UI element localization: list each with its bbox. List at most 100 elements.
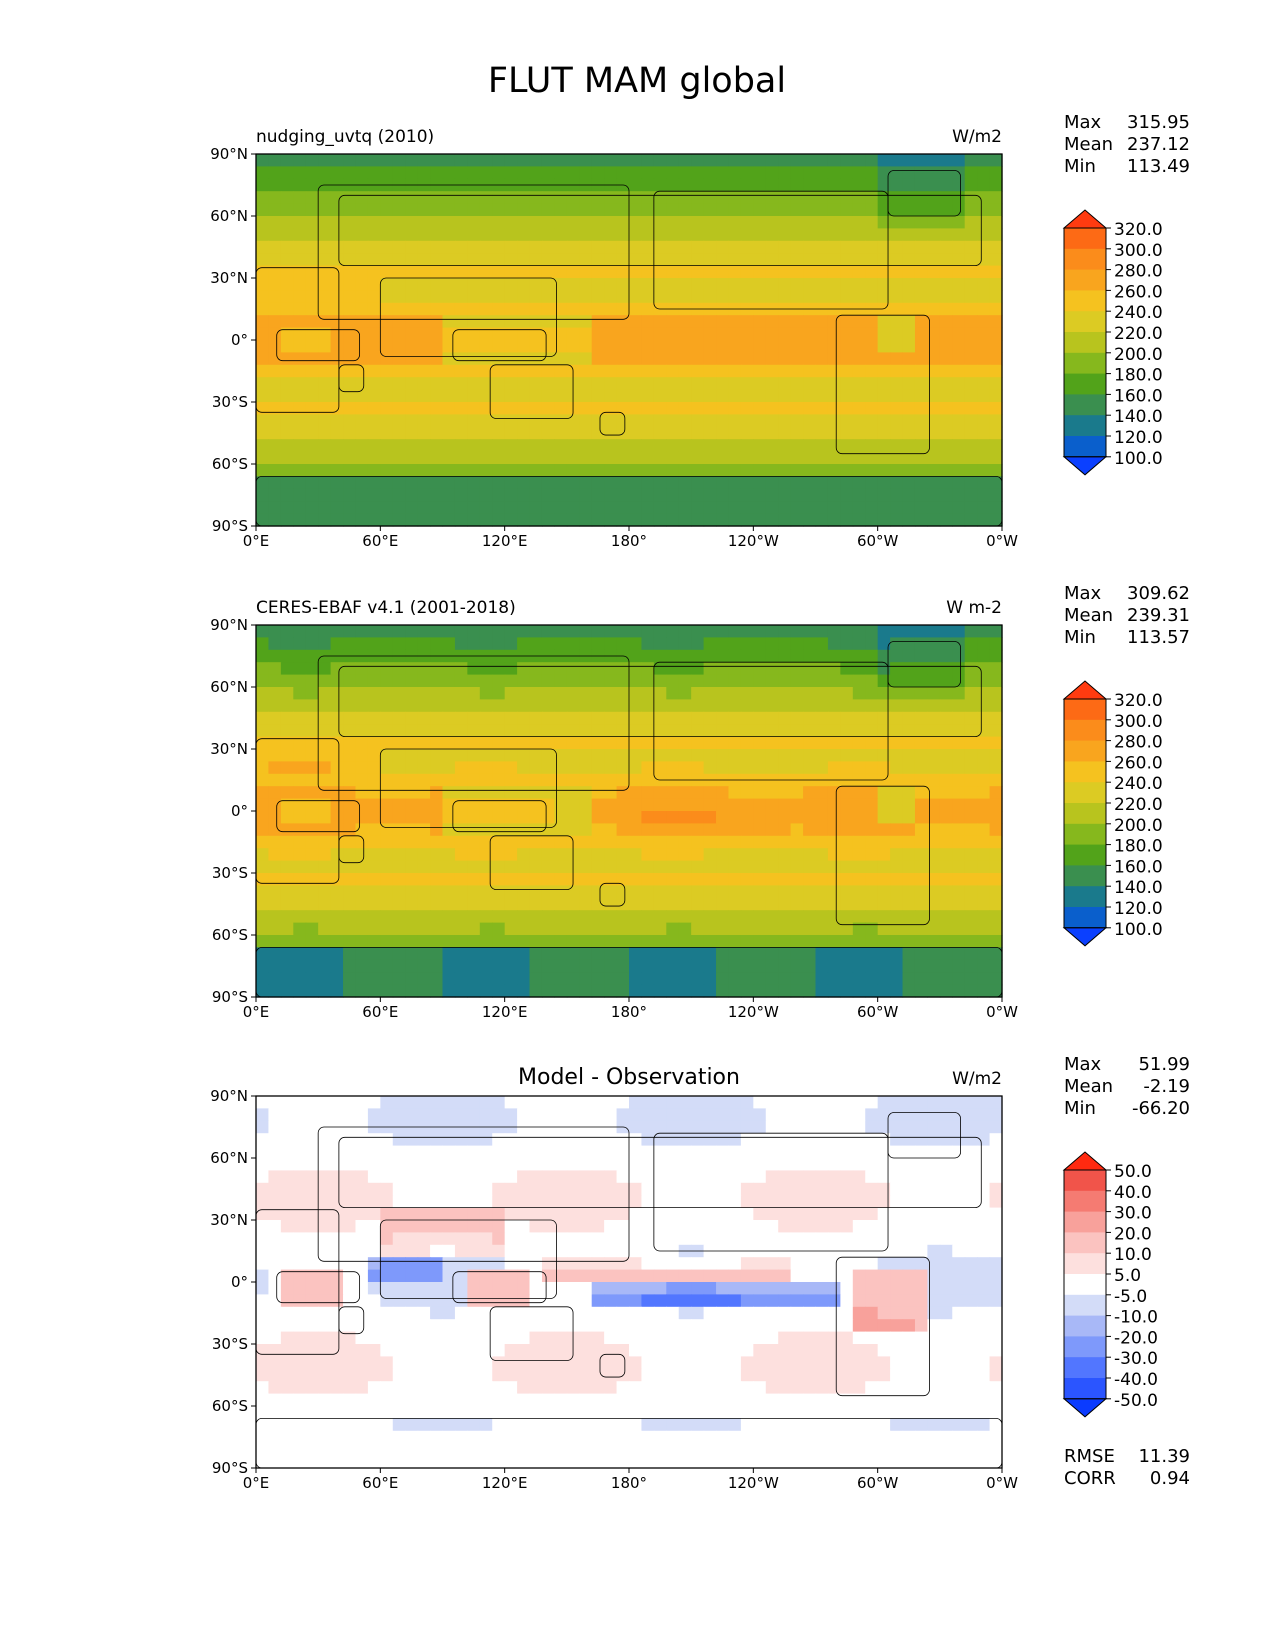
- heatmap-cell: [977, 848, 991, 862]
- heatmap-cell: [566, 1244, 580, 1258]
- heatmap-cell: [977, 402, 991, 415]
- heatmap-cell: [803, 959, 817, 973]
- heatmap-cell: [952, 377, 966, 391]
- heatmap-cell: [541, 340, 555, 353]
- heatmap-cell: [405, 166, 419, 180]
- heatmap-cell: [890, 1170, 904, 1184]
- heatmap-cell: [492, 761, 506, 775]
- heatmap-cell: [977, 674, 991, 688]
- heatmap-cell: [890, 1207, 904, 1221]
- heatmap-cell: [442, 625, 456, 638]
- heatmap-cell: [666, 1269, 680, 1283]
- heatmap-cell: [778, 885, 792, 899]
- stat-value-max: 309.62: [1127, 583, 1190, 604]
- heatmap-cell: [852, 1120, 866, 1134]
- heatmap-cell: [268, 352, 282, 366]
- heatmap-cell: [541, 1145, 555, 1159]
- heatmap-cell: [666, 935, 680, 948]
- heatmap-cell: [902, 154, 916, 167]
- heatmap-cell: [504, 848, 518, 862]
- heatmap-cell: [778, 860, 792, 874]
- heatmap-cell: [367, 1232, 381, 1246]
- heatmap-cell: [666, 848, 680, 862]
- heatmap-cell: [529, 389, 543, 403]
- heatmap-cell: [517, 811, 531, 824]
- heatmap-cell: [952, 1158, 966, 1171]
- heatmap-cell: [964, 798, 978, 812]
- heatmap-cell: [417, 1195, 431, 1209]
- x-tick-label: 120°E: [482, 1003, 528, 1021]
- heatmap-cell: [541, 922, 555, 936]
- heatmap-cell: [778, 377, 792, 391]
- heatmap-cell: [305, 228, 319, 242]
- heatmap-cell: [504, 625, 518, 638]
- heatmap-cell: [740, 240, 754, 254]
- heatmap-cell: [454, 1331, 468, 1345]
- heatmap-cell: [753, 476, 767, 490]
- heatmap-cell: [566, 823, 580, 837]
- heatmap-cell: [902, 711, 916, 725]
- heatmap-cell: [840, 885, 854, 899]
- heatmap-cell: [454, 1257, 468, 1271]
- heatmap-cell: [616, 451, 630, 465]
- heatmap-cell: [877, 848, 891, 862]
- heatmap-cell: [591, 922, 605, 936]
- heatmap-cell: [914, 922, 928, 936]
- heatmap-cell: [430, 897, 444, 911]
- heatmap-cell: [566, 439, 580, 453]
- heatmap-cell: [753, 910, 767, 924]
- heatmap-cell: [691, 1195, 705, 1209]
- heatmap-cell: [778, 191, 792, 205]
- heatmap-cell: [616, 972, 630, 986]
- heatmap-cell: [902, 972, 916, 986]
- heatmap-cell: [280, 439, 294, 453]
- heatmap-cell: [691, 786, 705, 800]
- heatmap-cell: [367, 1257, 381, 1271]
- heatmap-cell: [790, 922, 804, 936]
- heatmap-cell: [840, 1170, 854, 1184]
- heatmap-cell: [964, 216, 978, 229]
- heatmap-cell: [865, 922, 879, 936]
- heatmap-cell: [280, 1344, 294, 1357]
- heatmap-cell: [492, 166, 506, 180]
- colorbar-tick-label: 320.0: [1114, 691, 1163, 711]
- heatmap-cell: [865, 674, 879, 688]
- heatmap-cell: [405, 687, 419, 700]
- heatmap-cell: [653, 873, 667, 886]
- heatmap-cell: [852, 1108, 866, 1122]
- heatmap-cell: [293, 662, 307, 676]
- heatmap-cell: [380, 253, 394, 267]
- heatmap-cell: [765, 414, 779, 428]
- heatmap-cell: [964, 649, 978, 663]
- heatmap-cell: [790, 848, 804, 862]
- heatmap-cell: [877, 674, 891, 688]
- heatmap-cell: [865, 426, 879, 440]
- heatmap-cell: [392, 1195, 406, 1209]
- heatmap-cell: [914, 724, 928, 738]
- heatmap-cell: [840, 166, 854, 180]
- heatmap-cell: [827, 1133, 841, 1147]
- heatmap-cell: [268, 464, 282, 477]
- heatmap-cell: [939, 154, 953, 167]
- heatmap-cell: [442, 637, 456, 651]
- heatmap-cell: [280, 1170, 294, 1184]
- heatmap-cell: [517, 476, 531, 490]
- heatmap-cell: [280, 488, 294, 502]
- heatmap-cell: [964, 1282, 978, 1295]
- heatmap-cell: [330, 1170, 344, 1184]
- heatmap-cell: [442, 687, 456, 700]
- heatmap-cell: [977, 1244, 991, 1258]
- heatmap-cell: [927, 389, 941, 403]
- heatmap-cell: [417, 402, 431, 415]
- heatmap-cell: [653, 959, 667, 973]
- heatmap-cell: [803, 736, 817, 750]
- heatmap-cell: [765, 191, 779, 205]
- heatmap-cell: [604, 464, 618, 477]
- heatmap-cell: [740, 464, 754, 477]
- heatmap-cell: [740, 699, 754, 713]
- heatmap-cell: [740, 1120, 754, 1134]
- heatmap-cell: [318, 414, 332, 428]
- heatmap-cell: [355, 1133, 369, 1147]
- heatmap-cell: [430, 959, 444, 973]
- heatmap-cell: [827, 1257, 841, 1271]
